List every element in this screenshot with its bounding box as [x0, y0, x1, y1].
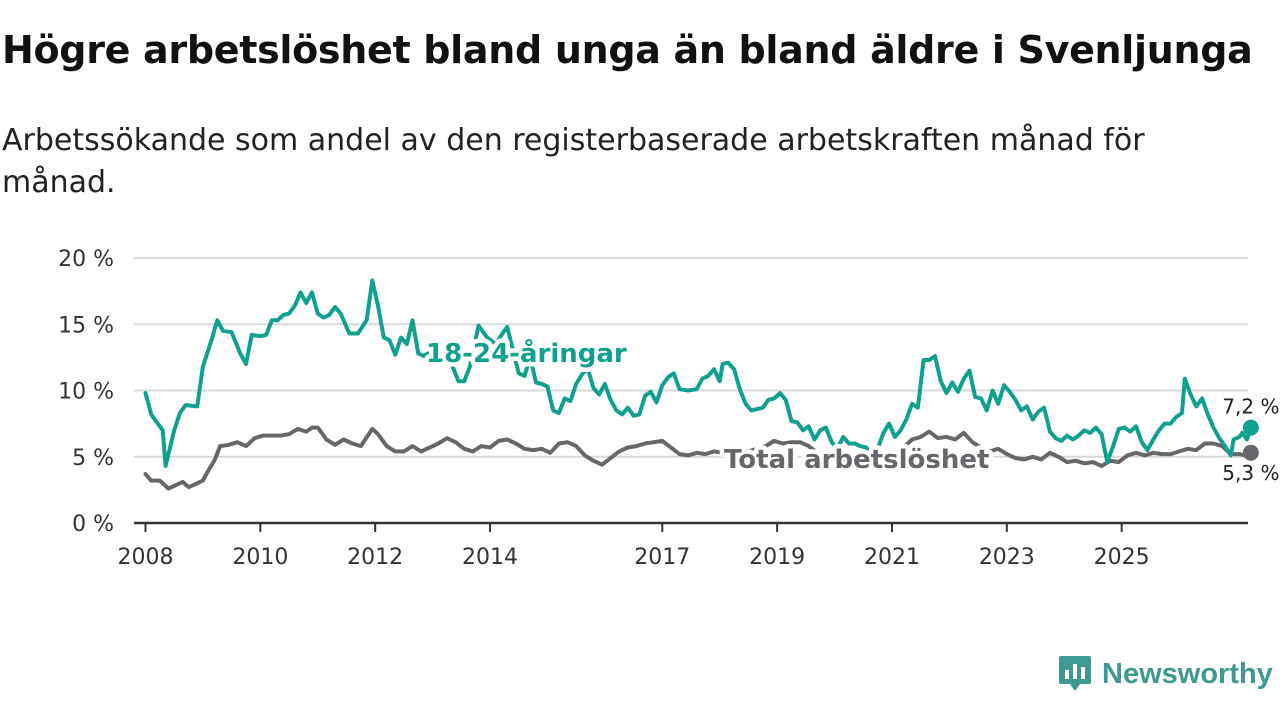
axes: 0 % 5 % 10 % 15 % 20 % 2008 2010 2012 2014 2017 20… [58, 247, 1248, 570]
end-value-total: 5,3 % [1222, 461, 1279, 485]
x-tick-label: 2014 [462, 545, 518, 570]
x-tick-label: 2023 [979, 545, 1035, 570]
x-tick-label: 2008 [117, 545, 173, 570]
series-line-youth [143, 278, 1253, 468]
x-tick-label: 2025 [1094, 545, 1150, 570]
y-tick-label: 10 % [58, 380, 114, 405]
y-tick-label: 15 % [58, 313, 114, 338]
brand-name: Newsworthy [1102, 657, 1273, 690]
gridlines [134, 257, 1248, 458]
y-tick-label: 20 % [58, 247, 114, 272]
x-tick-label: 2010 [232, 545, 288, 570]
series-labels: 7,2 %5,3 %18-24-åringar18-24-åringarTota… [422, 333, 1280, 485]
brand-logo: Newsworthy [1058, 654, 1273, 694]
y-tick-label: 0 % [72, 512, 114, 537]
series-label-total: Total arbetslöshet [724, 445, 989, 475]
end-marker-total [1242, 444, 1259, 461]
x-tick-label: 2019 [749, 545, 805, 570]
y-tick-label: 5 % [72, 446, 114, 471]
series-lines [143, 278, 1259, 491]
end-value-youth: 7,2 % [1222, 395, 1279, 419]
series-line-total [143, 425, 1253, 491]
end-marker-youth [1242, 419, 1259, 436]
chart-title: Högre arbetslöshet bland unga än bland ä… [2, 28, 1253, 72]
x-tick-label: 2012 [347, 545, 403, 570]
newsworthy-logo-icon [1059, 656, 1091, 691]
x-tick-label: 2021 [864, 545, 920, 570]
chart-subtitle: Arbetssökande som andel av den registerb… [2, 123, 1145, 200]
series-label-youth-halo: 18-24-åringar [426, 337, 627, 369]
x-tick-label: 2017 [634, 545, 690, 570]
series-label-total-halo: Total arbetslöshet [724, 445, 989, 475]
series-label-youth: 18-24-åringar [426, 337, 627, 369]
